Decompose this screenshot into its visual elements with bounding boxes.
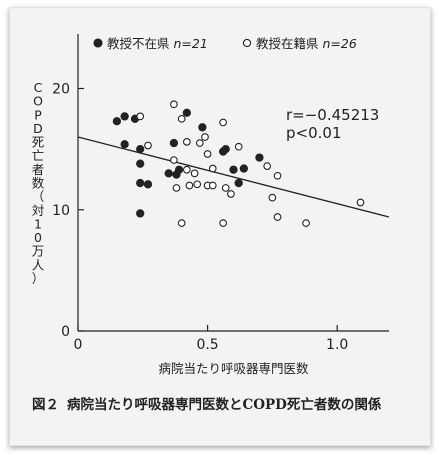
data-point-open	[273, 213, 282, 221]
data-point-filled	[234, 178, 243, 188]
x-tick-label: 0	[74, 337, 83, 353]
data-point-open	[177, 219, 186, 227]
data-point-open	[183, 165, 191, 174]
data-point-open	[136, 112, 145, 121]
data-point-open	[177, 114, 186, 123]
y-axis-label: C O P D 死亡者数（対 1 0 万人）	[32, 80, 45, 286]
legend-marker-filled	[93, 38, 103, 48]
data-point-open	[227, 190, 235, 198]
data-point-filled	[136, 178, 145, 188]
x-tick-label: 1.0	[326, 337, 348, 353]
data-point-filled	[229, 165, 238, 174]
data-point-filled	[120, 112, 129, 121]
scatter-chart: 0 10 20 0 0.5 1.0 病院当たり呼吸器専門医数 C O P D 死亡者数（対 1 0 万人） 教…	[32, 34, 390, 376]
data-point-open	[203, 150, 212, 158]
y-tick-label: 0	[61, 324, 70, 340]
figure-caption: 図２ 病院当たり呼吸器専門医数とCOPD死亡者数の関係	[32, 395, 432, 415]
data-point-filled	[164, 169, 173, 178]
data-point-filled	[120, 140, 129, 149]
data-point-open	[268, 193, 277, 202]
data-point-open	[190, 169, 199, 178]
data-point-filled	[198, 123, 207, 132]
data-point-filled	[112, 117, 122, 126]
y-tick-label: 10	[52, 203, 70, 219]
y-tick-label: 20	[52, 82, 70, 98]
data-point-open	[195, 139, 204, 147]
x-axis-label: 病院当たり呼吸器専門医数	[158, 361, 309, 376]
data-point-open	[302, 219, 310, 227]
figure-card: 0 10 20 0 0.5 1.0 病院当たり呼吸器専門医数 C O P D 死亡者数（対 1 0 万人） 教…	[9, 7, 431, 446]
data-point-filled	[143, 180, 153, 189]
data-point-open	[183, 138, 191, 146]
data-point-filled	[182, 108, 191, 117]
x-tick-label: 0.5	[196, 337, 218, 353]
figure-number: 図２	[32, 397, 59, 413]
stat-annotation: r=−0.45213	[286, 106, 379, 124]
data-point-open	[170, 156, 178, 164]
data-point-open	[221, 184, 230, 192]
data-point-open	[201, 133, 209, 141]
data-point-filled	[255, 153, 264, 162]
data-point-open	[172, 184, 181, 192]
data-point-filled	[169, 138, 179, 148]
data-point-open	[193, 180, 202, 189]
legend: 教授不在県 n=21 教授在籍県 n=26	[93, 36, 357, 51]
data-point-filled	[221, 144, 230, 154]
data-point-filled	[172, 170, 181, 179]
data-point-open	[219, 219, 227, 227]
data-point-open	[219, 118, 227, 127]
data-point-filled	[239, 164, 249, 173]
data-point-open	[208, 164, 217, 173]
data-point-open	[208, 181, 217, 190]
data-point-open	[234, 142, 243, 151]
stat-annotation: p<0.01	[286, 124, 342, 142]
trend-line	[77, 136, 390, 218]
data-point-open	[170, 100, 178, 109]
data-point-filled	[136, 144, 145, 154]
data-point-filled	[136, 159, 145, 168]
data-point-open	[356, 198, 365, 207]
legend-marker-open	[242, 38, 252, 48]
data-point-open	[263, 162, 272, 170]
caption-text: 病院当たり呼吸器専門医数とCOPD死亡者数の関係	[67, 397, 382, 413]
data-point-filled	[136, 209, 145, 218]
legend-label: 教授不在県 n=21	[107, 36, 208, 51]
legend-label: 教授在籍県 n=26	[256, 36, 357, 51]
data-point-open	[273, 171, 282, 180]
data-point-open	[185, 181, 194, 190]
data-point-open	[144, 141, 152, 150]
